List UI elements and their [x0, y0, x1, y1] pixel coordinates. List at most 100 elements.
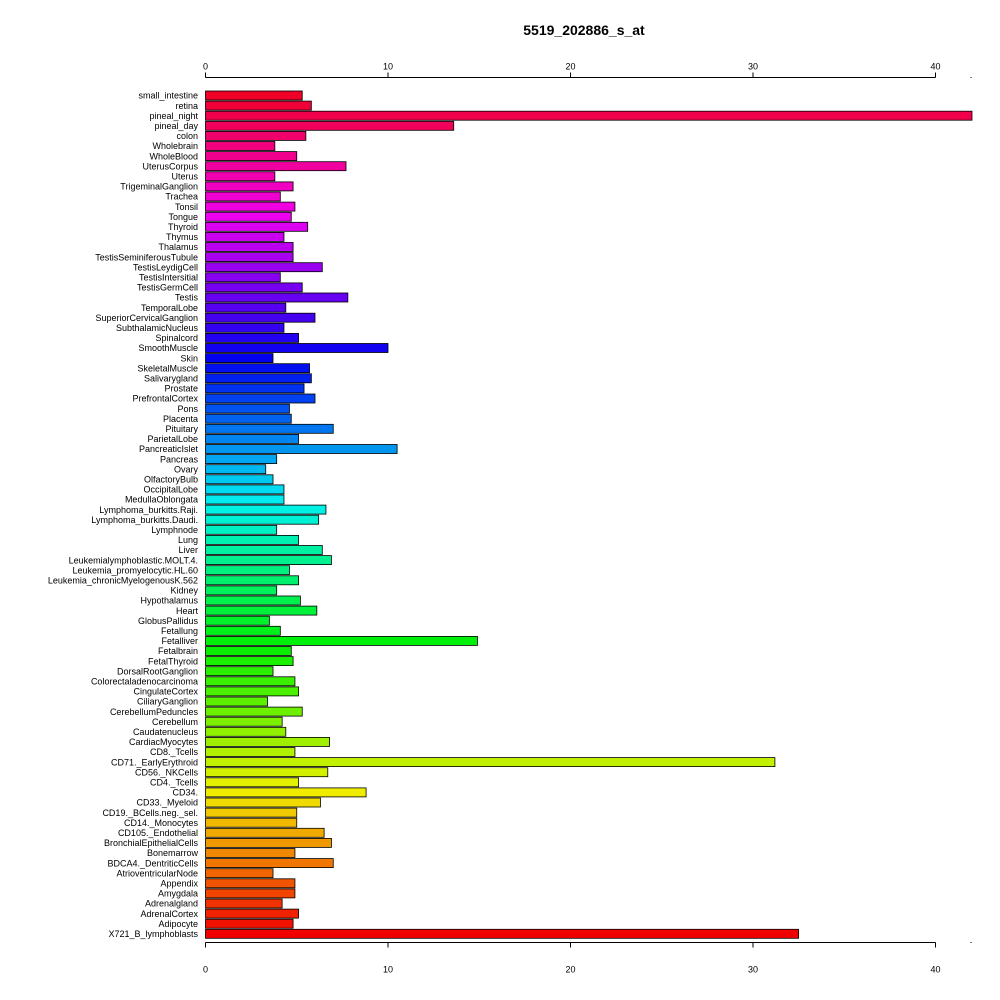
bar-pineal-day	[205, 120, 455, 131]
category-label: CardiacMyocytes	[129, 737, 199, 747]
category-label: Trachea	[165, 192, 198, 202]
bar-fetallung	[205, 625, 281, 636]
category-label: X721_B_lymphoblasts	[108, 929, 198, 939]
tick-label: 40	[930, 62, 940, 72]
category-label: OccipitalLobe	[143, 485, 198, 495]
tick-label: 20	[565, 965, 575, 975]
bar-tongue	[205, 211, 292, 222]
bar-cerebellum	[205, 716, 283, 727]
bar-ciliaryganglion	[205, 696, 268, 707]
category-label: AdrenalCortex	[140, 909, 198, 919]
category-label: TestisGermCell	[137, 283, 198, 293]
category-label: Leukemialymphoblastic.MOLT.4.	[69, 555, 198, 565]
bar-olfactorybulb	[205, 474, 274, 485]
category-label: Pituitary	[165, 424, 198, 434]
bar-prefrontalcortex	[205, 393, 316, 404]
bar-trachea	[205, 191, 281, 202]
category-label: CiliaryGanglion	[137, 697, 198, 707]
bar-pituitary	[205, 423, 334, 434]
category-label: BronchialEpithelialCells	[104, 838, 199, 848]
category-label: Uterus	[171, 172, 198, 182]
category-label: pineal_day	[154, 121, 198, 131]
bar-testisgermcell	[205, 282, 303, 293]
bar-leukemia-chronicmyelogenousk-562	[205, 575, 299, 586]
bar-uteruscorpus	[205, 161, 347, 172]
category-label: PancreaticIslet	[139, 444, 199, 454]
bar-prostate	[205, 383, 305, 394]
category-label: Bonemarrow	[147, 848, 199, 858]
category-label: Salivarygland	[144, 374, 198, 384]
category-label: Hypothalamus	[140, 596, 198, 606]
tick-label: 40	[930, 965, 940, 975]
bar-fetalbrain	[205, 646, 292, 656]
bar-pons	[205, 403, 290, 414]
bar-occipitallobe	[205, 484, 285, 495]
bar-colorectaladenocarcinoma	[205, 676, 296, 687]
category-label: Caudatenucleus	[133, 727, 199, 737]
bar-tonsil	[205, 201, 296, 212]
category-label: TestisSeminiferousTubule	[95, 252, 198, 262]
category-label: CD71._EarlyErythroid	[111, 757, 198, 767]
bar-pancreas	[205, 454, 278, 465]
category-label: Wholebrain	[152, 141, 198, 151]
bar-thalamus	[205, 242, 294, 252]
tick-label: 30	[748, 965, 758, 975]
bar-adrenalgland	[205, 898, 283, 909]
category-label: Thalamus	[158, 242, 198, 252]
category-label: TemporalLobe	[141, 303, 198, 313]
bar-hypothalamus	[205, 595, 301, 606]
category-label: FetalThyroid	[148, 656, 198, 666]
category-label: Placenta	[163, 414, 198, 424]
tick-label: 0	[203, 62, 208, 72]
bar-placenta	[205, 413, 292, 424]
bar-small-intestine	[205, 90, 303, 101]
bar-bonemarrow	[205, 848, 296, 858]
category-label: TrigeminalGanglion	[120, 182, 198, 192]
bar-fetalthyroid	[205, 656, 294, 666]
category-label: GlobusPallidus	[138, 616, 199, 626]
bar-pineal-night	[205, 110, 973, 121]
category-label: MedullaOblongata	[125, 495, 198, 505]
bar-lung	[205, 535, 299, 545]
bar-dorsalrootganglion	[205, 666, 274, 677]
category-label: Spinalcord	[155, 333, 198, 343]
category-label: BDCA4._DentriticCells	[107, 858, 198, 868]
bar-skin	[205, 353, 274, 364]
bottom-x-axis: 0 10 20 30 40	[203, 942, 972, 975]
category-label: Liver	[178, 545, 198, 555]
bar-testisleydigcell	[205, 262, 323, 273]
category-label: SubthalamicNucleus	[116, 323, 199, 333]
bar-medullaoblongata	[205, 494, 285, 505]
bar-testisintersitial	[205, 272, 281, 283]
category-label: PrefrontalCortex	[132, 394, 198, 404]
category-label: AtrioventricularNode	[116, 868, 198, 878]
category-label: UterusCorpus	[142, 161, 198, 171]
category-label: Skin	[180, 353, 198, 363]
category-label: Tongue	[168, 212, 198, 222]
category-label: SmoothMuscle	[138, 343, 198, 353]
bar-testis	[205, 292, 349, 303]
bar-salivarygland	[205, 373, 312, 384]
category-label: Lung	[178, 535, 198, 545]
category-label: Fetalliver	[161, 636, 198, 646]
category-label: CD8._Tcells	[150, 747, 199, 757]
category-label: Adipocyte	[158, 919, 198, 929]
bar-thyroid	[205, 221, 309, 232]
bar-appendix	[205, 878, 296, 889]
category-label: Testis	[175, 293, 199, 303]
category-label: Fetalbrain	[158, 646, 198, 656]
bar-cerebellumpeduncles	[205, 706, 303, 717]
bar-bdca4-dentriticcells	[205, 858, 334, 868]
category-label: Lymphoma_burkitts.Daudi.	[91, 515, 198, 525]
bar-colon	[205, 130, 307, 141]
category-label: Pancreas	[160, 454, 199, 464]
bar-wholeblood	[205, 151, 298, 162]
bar-thymus	[205, 231, 285, 242]
category-label: CD14._Monocytes	[124, 818, 199, 828]
category-label: SkeletalMuscle	[137, 363, 198, 373]
top-x-axis: 0 10 20 30 40	[203, 62, 972, 78]
category-label: Prostate	[164, 384, 198, 394]
category-label: OlfactoryBulb	[144, 475, 198, 485]
category-label: WholeBlood	[149, 151, 198, 161]
